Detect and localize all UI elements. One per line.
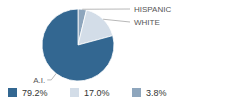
legend-swatch bbox=[70, 88, 79, 97]
legend-swatch bbox=[8, 88, 17, 97]
legend-label: 3.8% bbox=[146, 88, 167, 98]
slice-label: A.I. bbox=[33, 76, 45, 85]
slice-label: HISPANIC bbox=[134, 5, 171, 14]
legend-label: 17.0% bbox=[84, 88, 110, 98]
pie bbox=[42, 9, 114, 81]
slice-label: WHITE bbox=[134, 18, 160, 27]
leader-line bbox=[47, 74, 56, 80]
leader-line bbox=[103, 19, 130, 22]
slice bbox=[42, 9, 114, 81]
legend: 79.2% 17.0% 3.8% bbox=[8, 88, 167, 98]
legend-label: 79.2% bbox=[22, 88, 48, 98]
legend-swatch bbox=[132, 88, 141, 97]
chart: HISPANIC WHITE A.I. 79.2% 17.0% 3.8% bbox=[0, 0, 240, 100]
leader-line bbox=[82, 9, 130, 10]
